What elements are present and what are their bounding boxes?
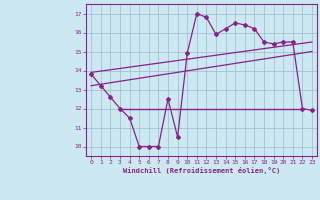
X-axis label: Windchill (Refroidissement éolien,°C): Windchill (Refroidissement éolien,°C) — [123, 167, 280, 174]
